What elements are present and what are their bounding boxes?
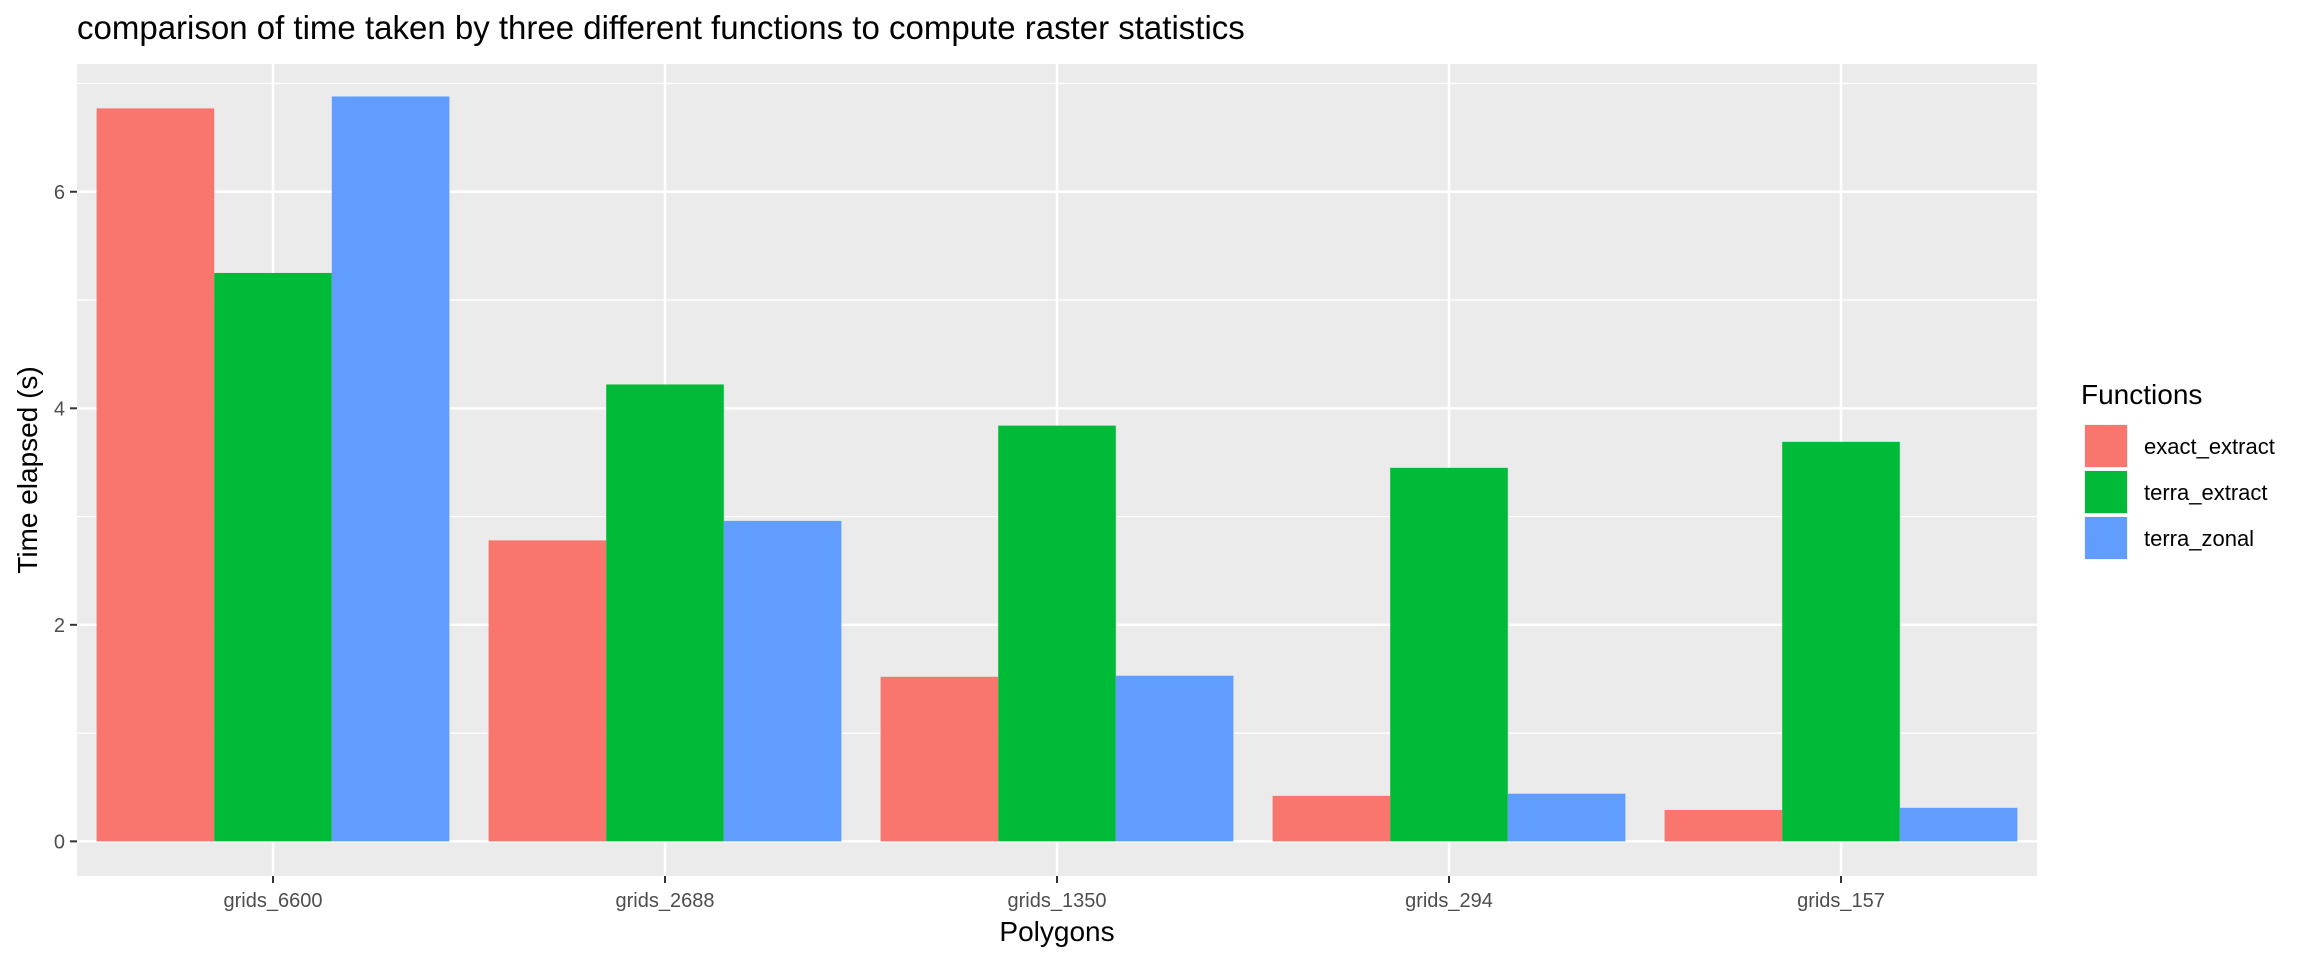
bar-terra_zonal-grids_1350 (1115, 675, 1234, 842)
x-tick-label: grids_2688 (616, 890, 715, 912)
legend-swatch-exact_extract (2085, 425, 2127, 467)
bar-exact_extract-grids_2688 (488, 540, 607, 842)
legend-title: Functions (2081, 379, 2202, 410)
x-tick-label: grids_1350 (1008, 890, 1107, 912)
y-tick-label: 0 (54, 831, 65, 853)
y-axis: 0 2 4 6 (54, 182, 77, 853)
bar-terra_extract-grids_1350 (998, 425, 1116, 842)
bar-terra_extract-grids_294 (1390, 467, 1508, 842)
bar-terra_extract-grids_6600 (214, 272, 332, 842)
chart-title: comparison of time taken by three differ… (77, 9, 1245, 46)
y-tick-label: 4 (54, 398, 65, 420)
x-tick-label: grids_6600 (224, 890, 323, 912)
y-axis-title: Time elapsed (s) (12, 366, 43, 573)
bar-exact_extract-grids_157 (1664, 809, 1783, 842)
bar-exact_extract-grids_6600 (96, 108, 215, 842)
legend-swatch-terra_extract (2085, 471, 2127, 513)
bar-terra_extract-grids_157 (1782, 441, 1900, 842)
legend-label-exact_extract: exact_extract (2144, 434, 2275, 459)
legend-swatch-terra_zonal (2085, 517, 2127, 559)
x-axis: grids_6600 grids_2688 grids_1350 grids_294 g… (224, 876, 1885, 912)
x-tick-label: grids_157 (1797, 890, 1885, 912)
bar-exact_extract-grids_294 (1272, 795, 1391, 842)
legend-label-terra_extract: terra_extract (2144, 480, 2268, 505)
y-tick-label: 2 (54, 615, 65, 637)
x-tick-label: grids_294 (1405, 890, 1493, 912)
bar-terra_zonal-grids_2688 (723, 520, 842, 842)
bars (96, 96, 2018, 842)
legend-label-terra_zonal: terra_zonal (2144, 526, 2254, 551)
bar-terra_extract-grids_2688 (606, 384, 724, 842)
bar-terra_zonal-grids_157 (1899, 807, 2018, 842)
y-tick-label: 6 (54, 182, 65, 204)
bar-exact_extract-grids_1350 (880, 676, 999, 842)
bar-terra_zonal-grids_294 (1507, 793, 1626, 842)
legend: Functions exact_extract terra_extractterr… (2081, 379, 2275, 560)
bar-terra_zonal-grids_6600 (331, 96, 450, 842)
x-axis-title: Polygons (999, 916, 1114, 947)
